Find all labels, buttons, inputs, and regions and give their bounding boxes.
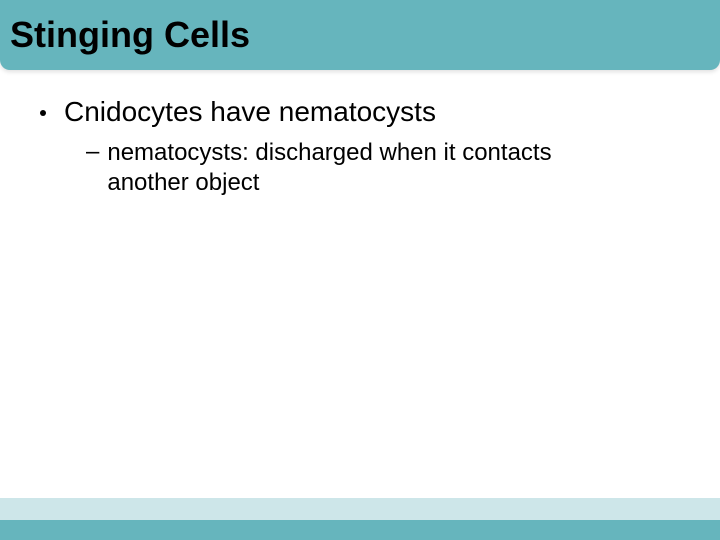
bullet-l1-text: Cnidocytes have nematocysts <box>64 96 436 128</box>
bullet-dot-icon <box>40 110 46 116</box>
bullet-level-1: Cnidocytes have nematocysts <box>40 96 680 128</box>
bullet-level-2: – nematocysts: discharged when it contac… <box>86 138 680 198</box>
bullet-l2-text: nematocysts: discharged when it contacts… <box>107 138 627 198</box>
slide-title: Stinging Cells <box>10 14 710 56</box>
slide: Stinging Cells Cnidocytes have nematocys… <box>0 0 720 540</box>
title-bar: Stinging Cells <box>0 0 720 70</box>
footer-light-band <box>0 498 720 520</box>
content-area: Cnidocytes have nematocysts – nematocyst… <box>0 70 720 540</box>
footer-dark-band <box>0 520 720 540</box>
footer <box>0 498 720 540</box>
dash-icon: – <box>86 138 99 166</box>
